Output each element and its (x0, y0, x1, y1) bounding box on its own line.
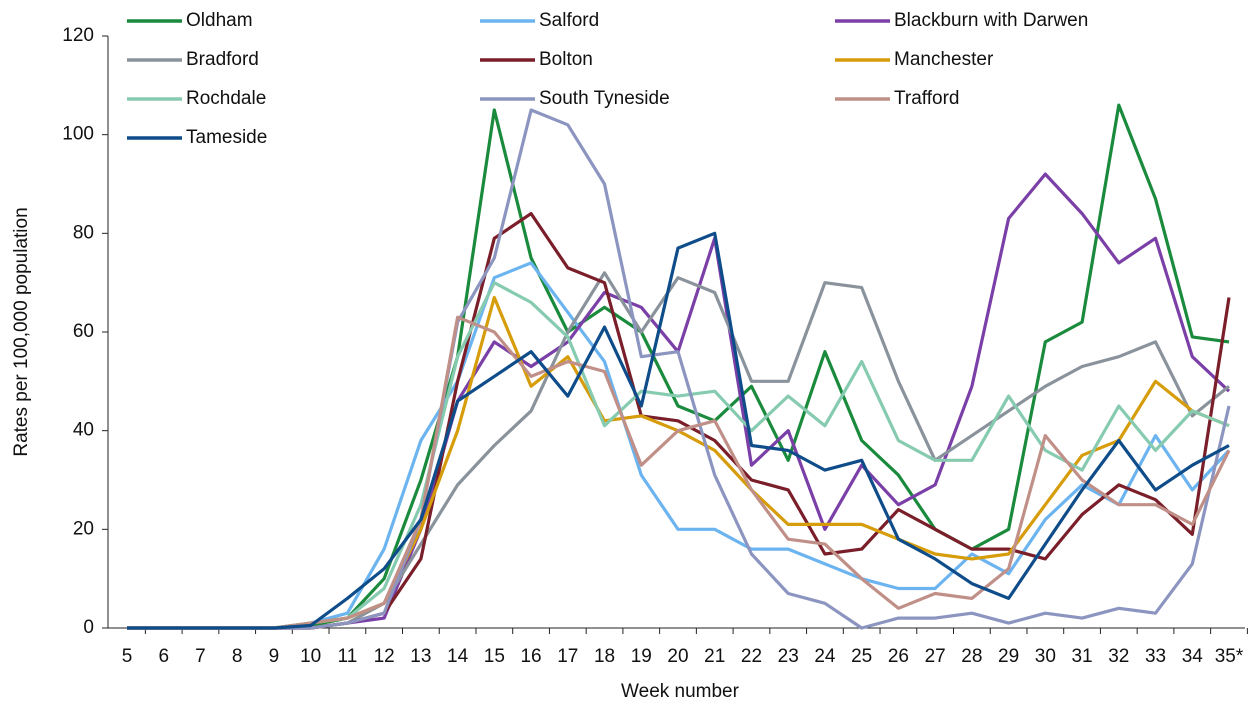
series-line (127, 271, 1231, 630)
x-tick-label: 7 (195, 646, 206, 667)
legend-label: South Tyneside (539, 88, 670, 109)
x-tick-label: 35* (1215, 646, 1244, 667)
x-tick-label: 10 (300, 646, 321, 667)
y-tick-label: 120 (62, 25, 94, 46)
x-tick-label: 19 (631, 646, 652, 667)
x-tick-label: 26 (888, 646, 909, 667)
series-line (127, 103, 1230, 630)
legend-label: Manchester (894, 49, 994, 70)
x-tick-label: 20 (667, 646, 688, 667)
x-tick-label: 23 (778, 646, 799, 667)
x-tick-label: 22 (741, 646, 762, 667)
x-tick-label: 11 (338, 646, 358, 667)
y-tick-label: 0 (83, 617, 94, 638)
x-tick-label: 8 (232, 646, 243, 667)
x-tick-label: 17 (557, 646, 578, 667)
legend-label: Oldham (186, 10, 253, 31)
y-axis-label: Rates per 100,000 population (11, 207, 32, 456)
x-tick-label: 14 (447, 646, 469, 667)
legend-label: Rochdale (186, 88, 266, 109)
series-line (127, 108, 1231, 630)
y-tick-label: 100 (62, 124, 94, 145)
legend-label: Tameside (186, 127, 267, 148)
x-tick-label: 15 (484, 646, 505, 667)
series-line (127, 231, 1230, 630)
y-tick-label: 20 (73, 518, 94, 539)
x-tick-label: 34 (1182, 646, 1204, 667)
x-tick-label: 9 (269, 646, 280, 667)
x-axis-label: Week number (621, 681, 740, 702)
legend-label: Blackburn with Darwen (894, 10, 1088, 31)
x-tick-label: 13 (410, 646, 431, 667)
legend-label: Bolton (539, 49, 593, 70)
series-line (127, 261, 1231, 630)
legend-label: Salford (539, 10, 599, 31)
y-tick-label: 40 (73, 420, 94, 441)
x-tick-label: 29 (998, 646, 1019, 667)
x-tick-label: 30 (1035, 646, 1056, 667)
series-line (127, 212, 1231, 630)
x-tick-label: 27 (925, 646, 946, 667)
x-tick-label: 25 (851, 646, 872, 667)
x-tick-label: 18 (594, 646, 615, 667)
x-tick-label: 28 (961, 646, 982, 667)
x-tick-label: 24 (814, 646, 836, 667)
series-line (127, 172, 1231, 630)
series-line (127, 315, 1231, 630)
x-tick-label: 6 (158, 646, 169, 667)
x-tick-label: 21 (704, 646, 725, 667)
y-tick-label: 80 (73, 222, 94, 243)
y-tick-label: 60 (73, 321, 94, 342)
x-tick-label: 16 (520, 646, 541, 667)
legend-label: Trafford (894, 88, 959, 109)
x-tick-label: 31 (1071, 646, 1092, 667)
x-tick-label: 32 (1108, 646, 1129, 667)
x-tick-label: 12 (374, 646, 395, 667)
legend-label: Bradford (186, 49, 259, 70)
x-tick-label: 33 (1145, 646, 1166, 667)
x-tick-label: 5 (122, 646, 133, 667)
